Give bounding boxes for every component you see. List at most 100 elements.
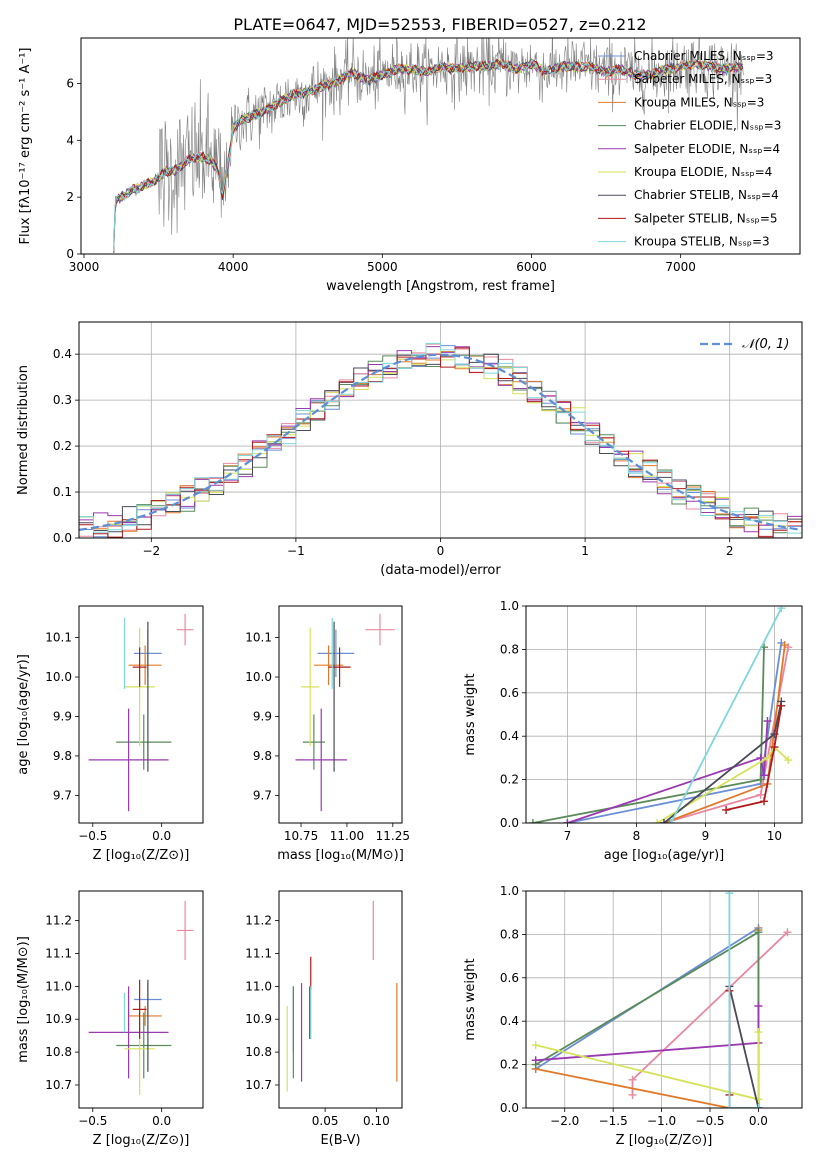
plot-frame <box>525 605 803 824</box>
x-tick-label: −2.0 <box>550 1114 579 1128</box>
x-axis-label: (data-model)/error <box>380 563 501 578</box>
legend-label: Kroupa STELIB, Nₛₛₚ=3 <box>634 235 770 249</box>
x-axis-label: E(B-V) <box>320 1133 360 1148</box>
legend-label: Kroupa MILES, Nₛₛₚ=3 <box>634 95 764 109</box>
chart-age-vs-Z: −0.5 0.0 9.7 9.8 9.9 10.0 10.1 Z [log₁₀(Z/Z⊙)] a… <box>16 605 204 863</box>
x-tick-label: 0 <box>437 544 445 558</box>
y-tick-label: 11.0 <box>245 979 272 993</box>
y-tick-label: 9.9 <box>53 709 72 723</box>
y-tick-label: 10.1 <box>245 631 272 645</box>
x-tick-label: −1.5 <box>599 1114 628 1128</box>
legend-label: Salpeter MILES, Nₛₛₚ=3 <box>634 72 772 86</box>
x-axis-label: Z [log₁₀(Z/Z⊙)] <box>93 848 190 863</box>
legend-label: Chabrier ELODIE, Nₛₛₚ=3 <box>634 119 781 133</box>
series-marker <box>563 819 572 823</box>
y-tick-label: 9.8 <box>53 749 72 763</box>
y-tick-label: 11.2 <box>245 914 272 928</box>
y-tick-label: 11.0 <box>45 979 72 993</box>
y-tick-label: 11.2 <box>45 914 72 928</box>
plots: 3000 4000 5000 6000 7000 0 2 4 6 wavelength [Angs… <box>16 37 803 1148</box>
y-axis-label: mass [log₁₀(M/M⊙)] <box>16 936 31 1063</box>
plot-frame <box>78 605 204 824</box>
x-tick-label: 0.0 <box>152 829 171 843</box>
plot-frame <box>78 321 803 539</box>
y-tick-label: 10.8 <box>245 1045 272 1059</box>
histogram-8 <box>79 342 802 534</box>
series-line-3 <box>535 930 760 1108</box>
y-tick-label: 11.1 <box>45 946 72 960</box>
errorbars <box>88 613 194 812</box>
y-tick-label: 0.4 <box>53 347 72 361</box>
x-tick-label: 10.75 <box>284 829 318 843</box>
x-tick-label: 4000 <box>218 260 249 274</box>
legend-label: Chabrier STELIB, Nₛₛₚ=4 <box>634 188 779 202</box>
series-marker <box>754 928 763 937</box>
model-spectrum-6 <box>113 58 744 249</box>
y-tick-label: 0.6 <box>500 971 519 985</box>
series-marker <box>725 891 734 898</box>
model-spectrum-8 <box>113 58 744 251</box>
y-tick-label: 0.2 <box>500 773 519 787</box>
series-marker <box>725 1104 734 1108</box>
y-tick-label: 0.1 <box>53 485 72 499</box>
x-tick-label: 1 <box>581 544 589 558</box>
chart-mass-vs-EBV: 0.05 0.10 10.7 10.8 10.9 11.0 11.1 11.2 E(B-V) <box>245 890 403 1148</box>
y-tick-label: 4 <box>66 133 74 147</box>
legend-label: Salpeter STELIB, Nₛₛₚ=5 <box>634 211 778 225</box>
errorbars <box>88 900 194 1095</box>
histogram-steps <box>79 342 802 538</box>
chart-residual-hist: −2 −1 0 1 2 0.0 0.1 0.2 0.3 0.4 (data-model)/error… <box>16 321 803 578</box>
series-line-8 <box>728 893 759 1108</box>
series-line-8 <box>670 607 783 823</box>
chart-spectrum: 3000 4000 5000 6000 7000 0 2 4 6 wavelength [Angs… <box>18 37 801 294</box>
series-line-2 <box>535 930 760 1108</box>
figure-title: PLATE=0647, MJD=52553, FIBERID=0527, z=0… <box>233 15 646 34</box>
x-tick-label: −0.5 <box>78 1114 107 1128</box>
chart-age-vs-mass: 10.75 11.00 11.25 9.7 9.8 9.9 10.0 10.1 mass [lo… <box>245 605 410 863</box>
y-tick-label: 11.1 <box>245 946 272 960</box>
y-axis-label: age [log₁₀(age/yr)] <box>16 654 31 775</box>
plot-frame <box>525 890 803 1109</box>
x-tick-label: 11.25 <box>376 829 410 843</box>
y-axis-label: Flux [fλ10⁻¹⁷ erg cm⁻² s⁻¹ A⁻¹] <box>18 48 33 245</box>
errorbars <box>286 900 398 1092</box>
x-tick-label: 0.05 <box>312 1114 339 1128</box>
x-tick-label: 3000 <box>69 260 100 274</box>
series-marker <box>531 1056 540 1065</box>
series-marker <box>628 1090 637 1099</box>
x-tick-label: 11.00 <box>330 829 364 843</box>
plot-frame <box>278 890 403 1109</box>
series-marker <box>777 606 786 613</box>
x-tick-label: −1.0 <box>647 1114 676 1128</box>
y-tick-label: 0.4 <box>500 729 519 743</box>
x-axis-label: wavelength [Angstrom, rest frame] <box>326 279 555 294</box>
y-axis-label: mass weight <box>463 958 478 1040</box>
series-marker <box>653 819 662 823</box>
y-tick-label: 0.2 <box>53 439 72 453</box>
x-axis-label: Z [log₁₀(Z/Z⊙)] <box>616 1133 713 1148</box>
chart-mass-vs-Z: −0.5 0.0 10.7 10.8 10.9 11.0 11.1 11.2 Z [log₁₀(… <box>16 890 204 1148</box>
x-tick-label: −0.5 <box>695 1114 724 1128</box>
series-marker <box>628 1075 637 1084</box>
y-tick-label: 10.7 <box>45 1078 72 1092</box>
series-marker <box>783 928 792 937</box>
chart-mass-weight-vs-age: 7 8 9 10 0.0 0.2 0.4 0.6 0.8 1.0 age [log₁₀(age/yr… <box>463 599 803 863</box>
series-marker <box>528 819 537 823</box>
series-marker <box>722 805 731 814</box>
y-axis-label: Normed distribution <box>16 365 31 495</box>
y-tick-label: 10.7 <box>245 1078 272 1092</box>
x-tick-label: 7000 <box>665 260 696 274</box>
y-tick-label: 1.0 <box>500 884 519 898</box>
y-tick-label: 9.7 <box>253 788 272 802</box>
y-tick-label: 9.9 <box>253 709 272 723</box>
series-line-6 <box>728 986 760 1108</box>
series-line-7 <box>725 705 783 811</box>
y-tick-label: 0 <box>66 247 74 261</box>
x-tick-label: 10 <box>767 829 782 843</box>
series-marker <box>756 753 765 762</box>
series-marker <box>777 701 786 710</box>
spectrum-lines <box>113 38 744 254</box>
x-tick-label: 5000 <box>367 260 398 274</box>
y-tick-label: 0.8 <box>500 642 519 656</box>
